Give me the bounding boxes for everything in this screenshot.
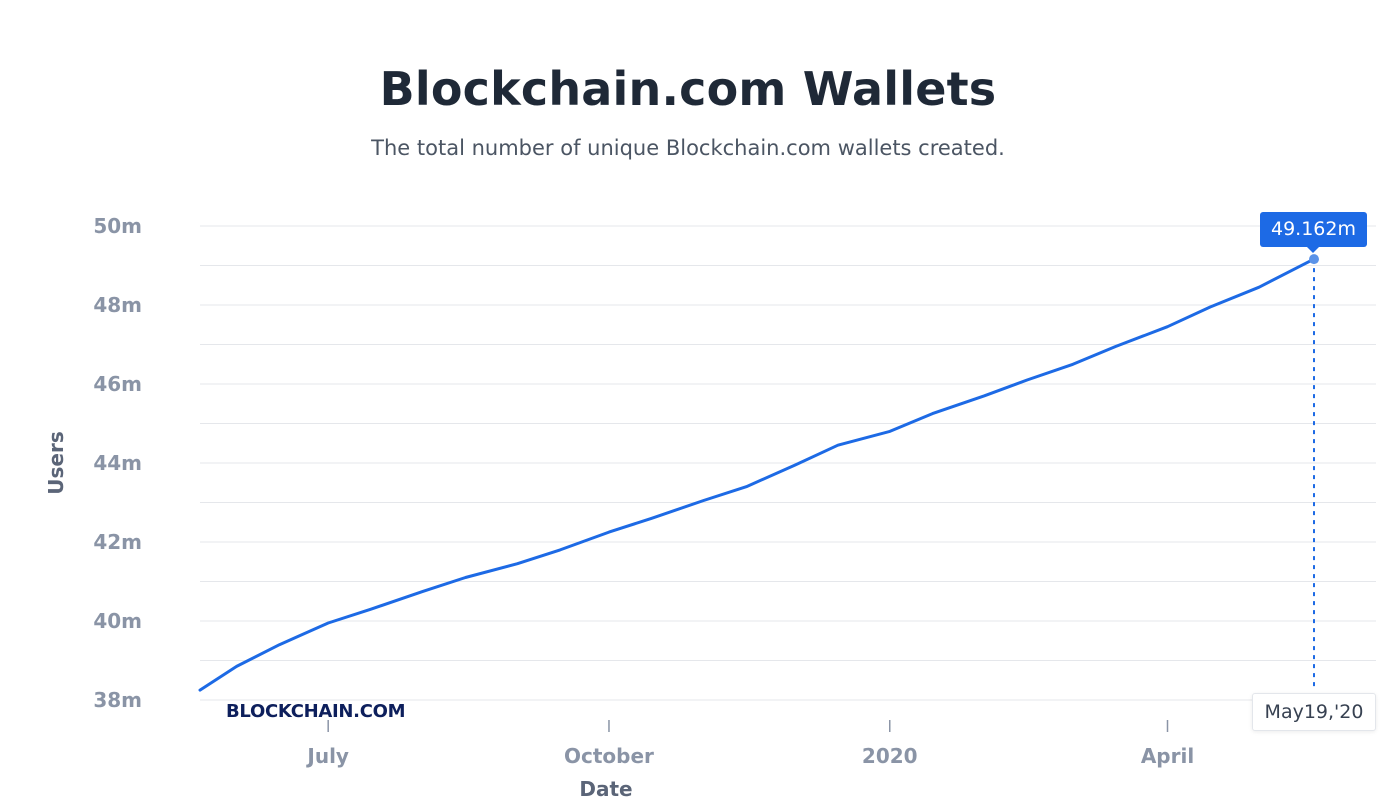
tooltip-value: 49.162m [1260,212,1367,253]
data-point [1309,254,1319,265]
y-tick-label: 44m [93,451,142,475]
y-tick-label: 38m [93,688,142,712]
y-tick-label: 46m [93,372,142,396]
chart-subtitle: The total number of unique Blockchain.co… [371,136,1005,160]
y-tick-label: 40m [93,609,142,633]
chart-title: Blockchain.com Wallets [379,62,997,116]
tooltip-date: May19,'20 [1252,693,1376,731]
x-tick-label: October [564,744,654,768]
y-tick-label: 42m [93,530,142,554]
blockchain-logo: BLOCKCHAIN.COM [226,701,406,722]
y-tick-label: 50m [93,214,142,238]
x-tick-label: 2020 [862,744,918,768]
x-tick-label: July [305,744,349,768]
x-tick-label: April [1141,744,1194,768]
x-axis-label: Date [579,777,632,801]
y-tick-label: 48m [93,293,142,317]
y-axis-label: Users [44,431,68,494]
series-line [198,257,1316,692]
